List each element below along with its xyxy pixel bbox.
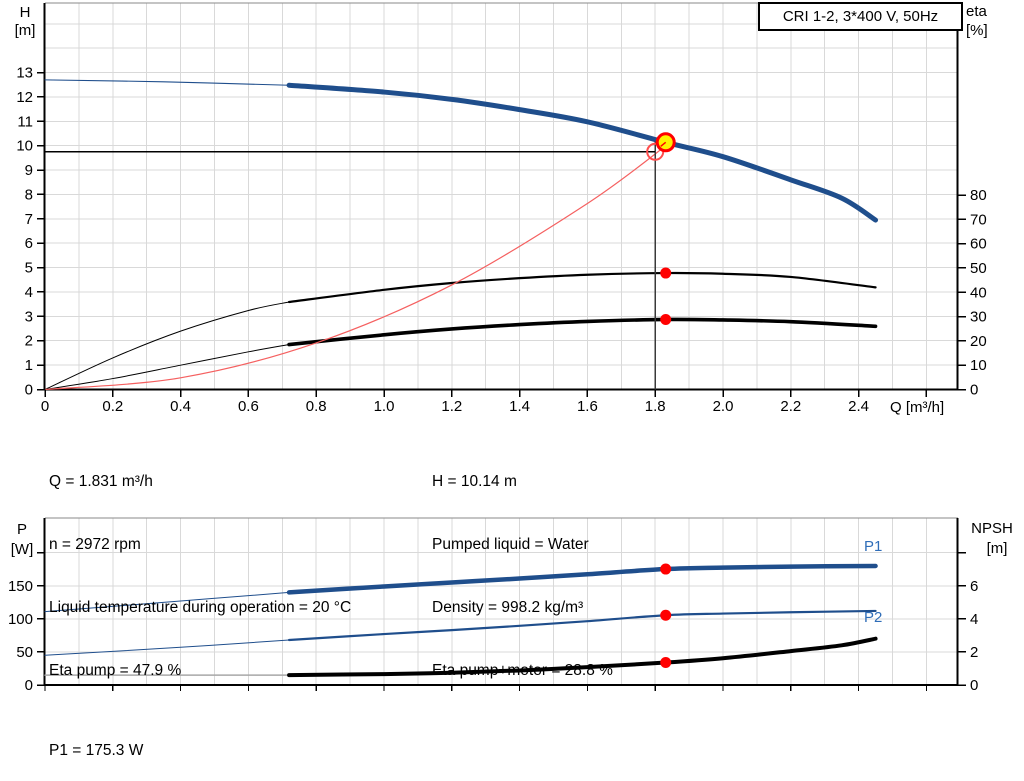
p-tick-label: 0 [25,677,33,694]
npsh-axis-symbol: NPSH [971,520,1013,537]
pump-curve-thin [44,79,290,86]
system-curve [44,142,670,390]
x-tick-label: 1.4 [509,398,530,415]
x-tick-label: 2.2 [780,398,801,415]
x-tick-label: 0 [41,398,49,415]
power-plot-area [43,517,959,686]
info-n: n = 2972 rpm [49,536,141,553]
h-tick-label: 1 [25,357,33,374]
eta-tick-label: 70 [970,211,987,228]
eta-pump-curve [287,271,877,304]
npsh-tick-label: 4 [970,611,978,628]
h-axis-unit: [m] [14,22,36,39]
info-pumped-liquid: Pumped liquid = Water [432,536,589,553]
p2-curve-thin [44,639,290,656]
p-tick-label: 100 [8,611,33,628]
eta-axis-symbol: eta [966,3,987,20]
eta-tick-label: 20 [970,333,987,350]
x-tick-label: 1.0 [374,398,395,415]
x-tick-label: 2.0 [713,398,734,415]
p1-curve-label: P1 [864,538,883,555]
p2-curve-label: P2 [864,609,883,626]
npsh-duty-dot [660,657,672,669]
npsh-axis-unit: [m] [986,540,1008,557]
eta-tick-label: 0 [970,382,978,399]
p1-curve [286,563,878,595]
npsh-tick-label: 6 [970,578,978,595]
eta-axis-unit: [%] [966,22,988,39]
info-density: Density = 998.2 kg/m³ [432,599,584,616]
x-tick-label: 1.6 [577,398,598,415]
p-tick-label: 150 [8,578,33,595]
h-tick-label: 5 [25,260,33,277]
duty-info-right: H = 10.14 m Pumped liquid = Water Densit… [432,429,613,723]
pump-title-box: CRI 1-2, 3*400 V, 50Hz [758,2,963,31]
eta-tick-label: 50 [970,260,987,277]
p-duty-dot [660,609,672,621]
info-eta-pump: Eta pump = 47.9 % [49,662,182,679]
info-p1: P1 = 175.3 W [49,742,144,759]
eta-pump-curve-thin [44,301,290,390]
npsh-tick-label: 2 [970,644,978,661]
pump-curve [286,82,879,223]
x-tick-label: 2.4 [848,398,869,415]
power-info: P1 = 175.3 W P2 = 105.5 W NPSH = 1.36 m [49,698,157,781]
info-q: Q = 1.831 m³/h [49,473,153,490]
q-axis-unit: Q [m³/h] [890,399,945,416]
h-tick-label: 13 [16,65,33,82]
eta-tick-label: 30 [970,309,987,326]
eta-pump-motor-curve [287,317,878,347]
info-h: H = 10.14 m [432,473,517,490]
hq-plot-area [43,2,959,391]
h-tick-label: 12 [16,89,33,106]
eta-tick-label: 80 [970,187,987,204]
x-tick-label: 0.6 [238,398,259,415]
p1-curve-thin [44,591,290,613]
h-tick-label: 6 [25,235,33,252]
p-tick-label: 50 [16,644,33,661]
eta-tick-label: 10 [970,357,987,374]
h-tick-label: 8 [25,186,33,203]
h-tick-label: 4 [25,284,33,301]
eta-tick-label: 60 [970,236,987,253]
h-tick-label: 3 [25,308,33,325]
info-eta-pump-motor: Eta pump+motor = 28.8 % [432,662,613,679]
duty-info-left: Q = 1.831 m³/h n = 2972 rpm Liquid tempe… [49,429,351,723]
eta-duty-dot [660,267,672,279]
h-tick-label: 0 [25,382,33,399]
eta-pump-motor-curve-thin [44,344,290,390]
h-tick-label: 7 [25,211,33,228]
npsh-tick-label: 0 [970,677,978,694]
p-axis-unit: [W] [10,541,34,558]
h-tick-label: 9 [25,162,33,179]
eta-tick-label: 40 [970,284,987,301]
x-tick-label: 0.2 [102,398,123,415]
x-tick-label: 1.8 [645,398,666,415]
info-liquid-temp: Liquid temperature during operation = 20… [49,599,352,616]
x-tick-label: 1.2 [441,398,462,415]
npsh-curve [287,636,878,678]
x-tick-label: 0.4 [170,398,191,415]
p-axis-symbol: P [16,521,27,538]
h-tick-label: 2 [25,333,33,350]
h-axis-symbol: H [19,4,31,21]
h-tick-label: 10 [16,138,33,155]
h-tick-label: 11 [17,113,33,130]
p-duty-dot [660,563,672,575]
p2-curve [287,609,877,642]
x-tick-label: 0.8 [306,398,327,415]
eta-duty-dot [660,313,672,325]
